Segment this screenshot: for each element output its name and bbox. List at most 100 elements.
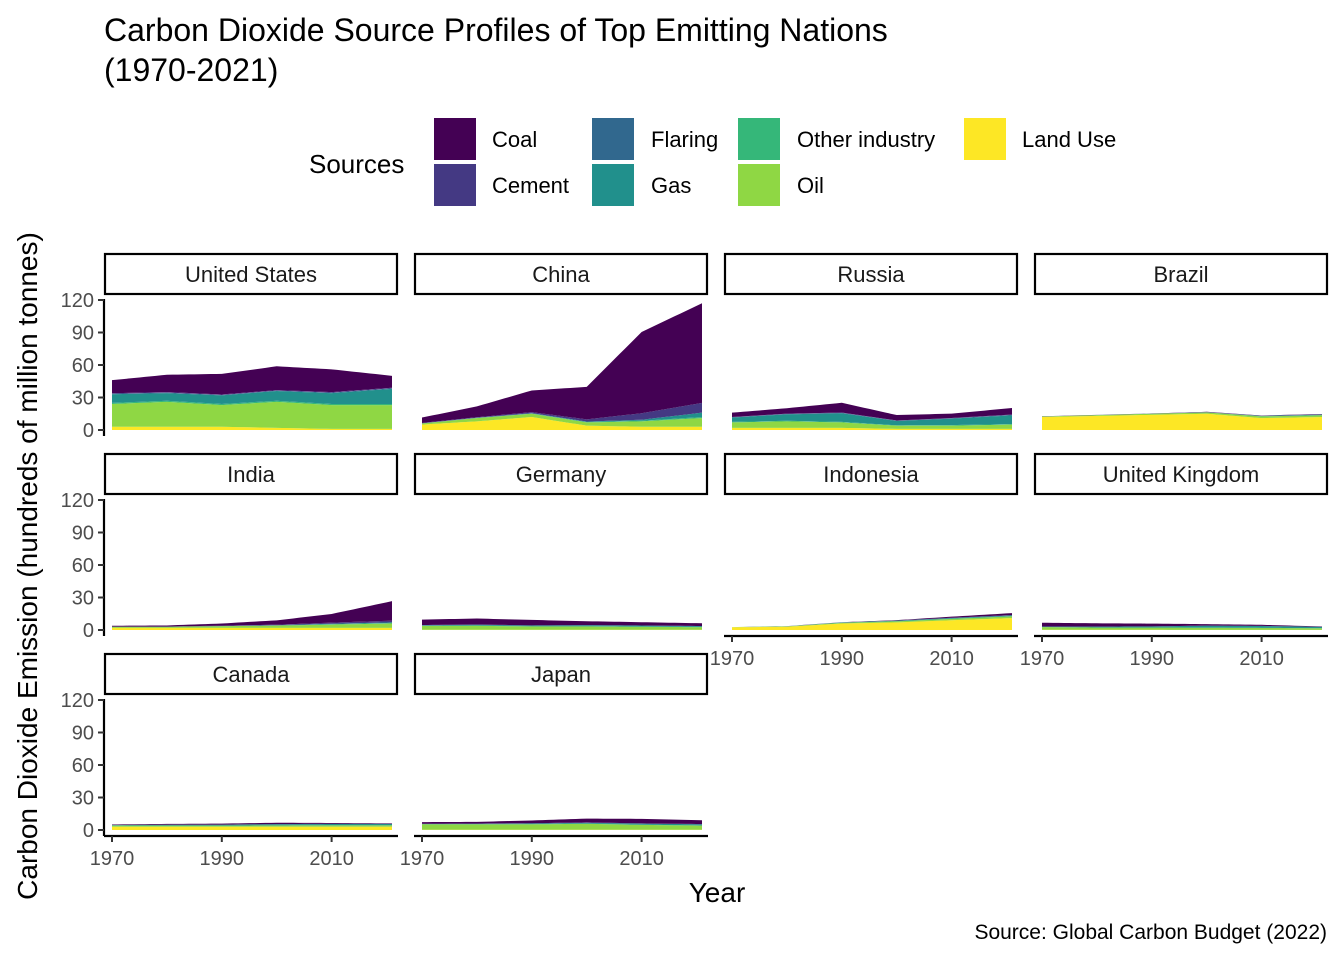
x-tick-label-united-kingdom-1990: 1990 (1130, 648, 1175, 670)
y-tick-label-united-states-30: 30 (72, 388, 94, 410)
y-tick-label-canada-60: 60 (72, 755, 94, 777)
area-india-cement (112, 620, 392, 627)
legend-key-gas (592, 164, 634, 206)
facet-label-united-kingdom: United Kingdom (1103, 462, 1260, 487)
area-china-land-use (422, 417, 702, 430)
facet-label-india: India (227, 462, 275, 487)
x-axis-title: Year (689, 877, 746, 908)
facet-brazil: Brazil (1033, 252, 1329, 430)
legend-key-other-industry (738, 118, 780, 160)
legend-key-land-use (964, 118, 1006, 160)
area-japan-gas (422, 822, 702, 826)
facet-strip-brazil (1033, 252, 1329, 296)
facet-strip-united-kingdom (1033, 452, 1329, 496)
facet-strip-canada (103, 652, 399, 696)
facet-strip-united-states (103, 252, 399, 296)
facet-indonesia: Indonesia 1970 1990 2010 (710, 452, 1019, 670)
y-tick-label-united-states-120: 120 (61, 290, 94, 312)
x-tick-label-japan-2010: 2010 (619, 848, 664, 870)
legend-label-coal: Coal (492, 127, 537, 152)
area-russia-flaring (732, 412, 1012, 422)
area-united-kingdom-oil (1042, 627, 1322, 630)
facet-strip-indonesia (723, 452, 1019, 496)
facet-china: China (413, 252, 709, 430)
facet-strip-japan (413, 652, 709, 696)
x-tick-label-indonesia-1990: 1990 (820, 648, 865, 670)
facet-japan: Japan 1970 1990 2010 (400, 652, 709, 870)
area-russia-land-use (732, 427, 1012, 430)
area-japan-oil (422, 823, 702, 830)
area-germany-gas (422, 624, 702, 627)
facet-strip-india (103, 452, 399, 496)
facet-label-indonesia: Indonesia (823, 462, 919, 487)
y-tick-label-canada-30: 30 (72, 788, 94, 810)
area-united-states-flaring (112, 388, 392, 396)
facet-label-united-states: United States (185, 262, 317, 287)
area-brazil-oil (1042, 412, 1322, 419)
area-russia-coal (732, 402, 1012, 421)
facet-strip-china (413, 252, 709, 296)
area-canada-coal (112, 822, 392, 825)
area-united-states-other-industry (112, 400, 392, 406)
x-tick-label-united-kingdom-2010: 2010 (1239, 648, 1284, 670)
area-china-coal (422, 303, 702, 423)
legend-label-other-industry: Other industry (797, 127, 935, 152)
facet-label-russia: Russia (837, 262, 905, 287)
area-canada-cement (112, 823, 392, 826)
legend-key-coal (434, 118, 476, 160)
area-japan-cement (422, 822, 702, 825)
area-china-gas (422, 412, 702, 424)
area-japan-coal (422, 818, 702, 825)
area-germany-other-industry (422, 625, 702, 628)
area-united-states-land-use (112, 426, 392, 430)
area-canada-oil (112, 825, 392, 827)
y-axis-title: Carbon Dioxide Emission (hundreds of mil… (12, 232, 43, 900)
chart-title-line-2: (1970-2021) (104, 52, 278, 88)
facet-russia: Russia (723, 252, 1019, 430)
area-russia-cement (732, 412, 1012, 421)
legend-label-cement: Cement (492, 173, 569, 198)
legend-label-land-use: Land Use (1022, 127, 1116, 152)
x-tick-label-canada-1970: 1970 (90, 848, 135, 870)
area-canada-flaring (112, 823, 392, 826)
chart-title-line-1: Carbon Dioxide Source Profiles of Top Em… (104, 12, 888, 48)
y-tick-label-united-states-90: 90 (72, 323, 94, 345)
facet-strip-germany (413, 452, 709, 496)
facet-strip-russia (723, 252, 1019, 296)
caption: Source: Global Carbon Budget (2022) (974, 921, 1327, 944)
y-tick-label-canada-90: 90 (72, 723, 94, 745)
facet-label-canada: Canada (212, 662, 290, 687)
legend-label-flaring: Flaring (651, 127, 718, 152)
area-canada-land-use (112, 826, 392, 830)
x-tick-label-canada-2010: 2010 (309, 848, 354, 870)
y-tick-label-india-60: 60 (72, 555, 94, 577)
legend-key-cement (434, 164, 476, 206)
facet-label-brazil: Brazil (1153, 262, 1208, 287)
area-united-states-oil (112, 401, 392, 429)
y-tick-label-india-120: 120 (61, 490, 94, 512)
legend-label-oil: Oil (797, 173, 824, 198)
legend-title: Sources (309, 149, 404, 179)
area-canada-gas (112, 823, 392, 826)
x-tick-label-japan-1970: 1970 (400, 848, 445, 870)
area-india-land-use (112, 627, 392, 630)
facet-label-germany: Germany (516, 462, 606, 487)
area-united-kingdom-other-industry (1042, 626, 1322, 629)
area-india-coal (112, 601, 392, 627)
facet-canada: Canada 0 30 60 90 120 1970 1990 2010 (61, 652, 399, 870)
area-russia-gas (732, 413, 1012, 426)
y-tick-label-india-90: 90 (72, 523, 94, 545)
facet-united-states: United States 0 30 60 90 120 (61, 252, 399, 442)
facet-india: India 0 30 60 90 120 (61, 452, 399, 642)
area-germany-cement (422, 624, 702, 627)
legend-key-flaring (592, 118, 634, 160)
area-china-oil (422, 413, 702, 427)
y-tick-label-india-0: 0 (83, 620, 94, 642)
area-china-cement (422, 402, 702, 424)
facet-panels: United States 0 30 60 90 120 China Russia Brazil… (61, 252, 1329, 870)
area-germany-coal (422, 618, 702, 626)
legend: Coal Cement Flaring Gas Other industry Oil Lan… (434, 118, 1116, 206)
x-tick-label-japan-1990: 1990 (510, 848, 555, 870)
legend-key-oil (738, 164, 780, 206)
area-germany-oil (422, 625, 702, 630)
